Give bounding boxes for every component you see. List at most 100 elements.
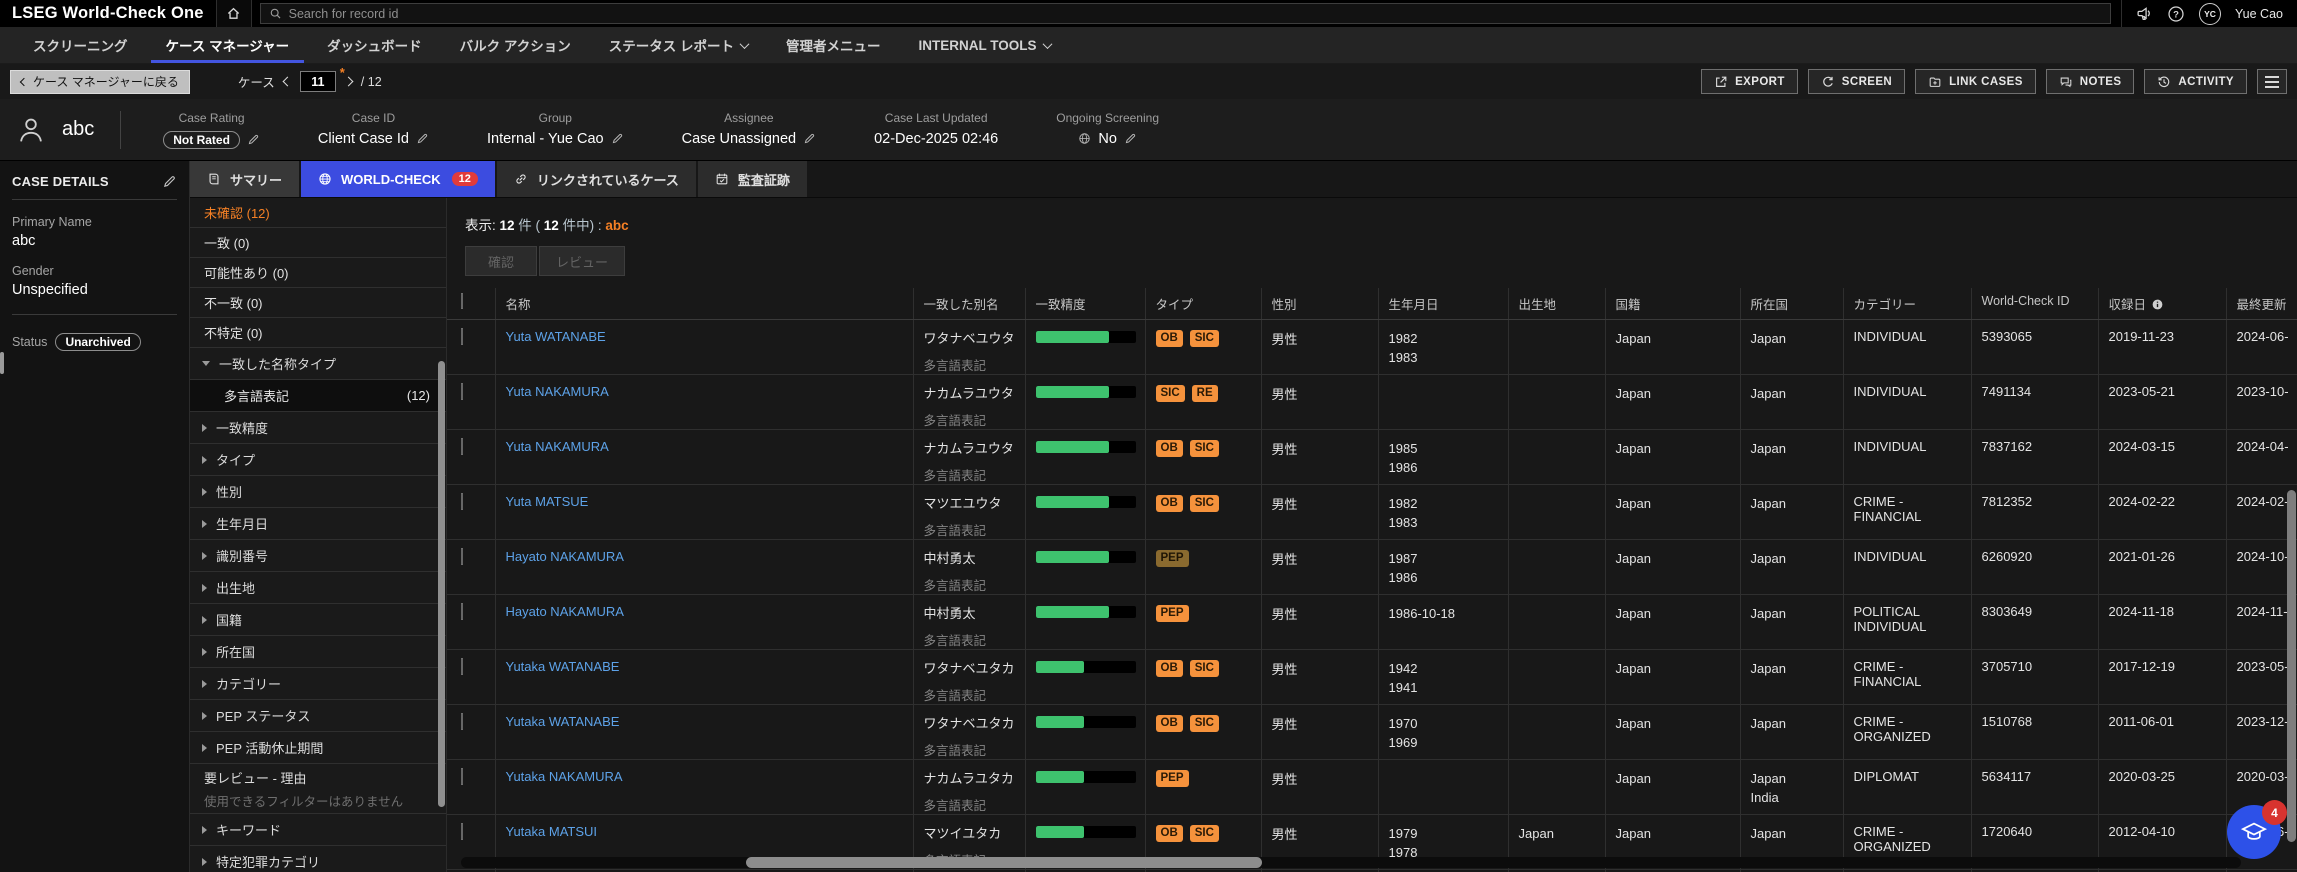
export-button[interactable]: EXPORT — [1701, 69, 1798, 94]
more-menu-button[interactable] — [2257, 69, 2287, 94]
column-header-label: タイプ — [1155, 298, 1194, 312]
global-search-box[interactable] — [259, 3, 2112, 24]
nav-item[interactable]: 管理者メニュー — [767, 27, 900, 63]
filter-group[interactable]: 出生地 — [190, 572, 446, 604]
tab-item[interactable]: 監査証跡 — [697, 161, 807, 197]
filter-group[interactable]: 一致した名称タイプ — [190, 348, 446, 380]
home-button[interactable] — [215, 0, 252, 27]
row-checkbox[interactable] — [461, 713, 463, 730]
cell-alias: ナカムラユウタ 多言語表記 — [912, 429, 1025, 485]
cell-updated: 2024-06- — [2225, 319, 2297, 375]
nav-item[interactable]: スクリーニング — [14, 27, 147, 63]
link-cases-button[interactable]: LINK CASES — [1915, 69, 2036, 94]
horizontal-scrollbar[interactable] — [461, 857, 2241, 868]
filter-child-item[interactable]: 多言語表記 (12) — [190, 380, 446, 412]
tab-item[interactable]: サマリー — [190, 161, 300, 197]
filter-group[interactable]: PEP ステータス — [190, 700, 446, 732]
filter-group[interactable]: キーワード — [190, 814, 446, 846]
filter-status-item[interactable]: 可能性あり (0) — [190, 258, 446, 288]
row-checkbox[interactable] — [461, 548, 463, 565]
caret-right-icon — [202, 743, 207, 752]
filter-group[interactable]: 特定犯罪カテゴリ — [190, 846, 446, 872]
vertical-scrollbar-thumb[interactable] — [2287, 490, 2296, 842]
row-checkbox[interactable] — [461, 383, 463, 400]
info-icon[interactable] — [2151, 298, 2164, 311]
notes-button[interactable]: NOTES — [2045, 69, 2135, 94]
record-name-link[interactable]: Yuta WATANABE — [505, 329, 606, 344]
filter-status-item[interactable]: 未確認 (12) — [190, 198, 446, 228]
row-checkbox[interactable] — [461, 658, 463, 675]
filter-group[interactable]: カテゴリー — [190, 668, 446, 700]
filter-group[interactable]: 性別 — [190, 476, 446, 508]
nav-item[interactable]: バルク アクション — [441, 27, 590, 63]
alias-subtitle: 多言語表記 — [923, 469, 987, 483]
left-panel-scrollbar-thumb[interactable] — [0, 352, 4, 374]
cell-gender: 男性 — [1260, 759, 1378, 815]
edit-pencil-icon[interactable] — [247, 133, 260, 146]
vertical-scrollbar[interactable] — [2287, 488, 2296, 870]
edit-pencil-icon[interactable] — [611, 132, 624, 145]
filter-status-item[interactable]: 不特定 (0) — [190, 318, 446, 348]
record-name-link[interactable]: Yutaka NAKAMURA — [505, 769, 623, 784]
column-header: カテゴリー — [1842, 288, 1971, 320]
filter-group[interactable]: PEP 活動休止期間 — [190, 732, 446, 764]
nav-item[interactable]: ステータス レポート — [590, 27, 767, 63]
row-checkbox[interactable] — [461, 823, 463, 840]
row-checkbox[interactable] — [461, 768, 463, 785]
edit-pencil-icon[interactable] — [1124, 132, 1137, 145]
row-checkbox[interactable] — [461, 603, 463, 620]
screen-button[interactable]: SCREEN — [1807, 69, 1906, 94]
tab-item[interactable]: リンクされているケース — [496, 161, 696, 197]
record-name-link[interactable]: Yutaka WATANABE — [505, 659, 620, 674]
nav-item[interactable]: ダッシュボード — [308, 27, 441, 63]
row-checkbox[interactable] — [461, 328, 463, 345]
filter-group[interactable]: 国籍 — [190, 604, 446, 636]
case-field-value: Client Case Id — [317, 130, 409, 147]
flag-badge: OB — [1155, 659, 1183, 677]
select-all-checkbox[interactable] — [461, 293, 463, 309]
edit-pencil-icon[interactable] — [416, 132, 429, 145]
filter-status-item[interactable]: 不一致 (0) — [190, 288, 446, 318]
case-number-input[interactable] — [299, 71, 336, 92]
filter-scrollbar-thumb[interactable] — [438, 361, 445, 807]
record-name-link[interactable]: Yutaka MATSUI — [505, 824, 598, 839]
record-name-link[interactable]: Yuta MATSUE — [505, 494, 589, 509]
activity-button[interactable]: ACTIVITY — [2144, 69, 2247, 94]
record-name-link[interactable]: Yuta NAKAMURA — [505, 439, 609, 454]
nav-item[interactable]: INTERNAL TOOLS — [899, 27, 1069, 63]
back-to-case-manager-button[interactable]: ケース マネージャーに戻る — [10, 69, 190, 94]
row-checkbox[interactable] — [461, 493, 463, 510]
confirm-button[interactable]: 確認 — [465, 246, 537, 276]
review-button[interactable]: レビュー — [539, 246, 626, 276]
horizontal-scrollbar-thumb[interactable] — [745, 857, 1262, 868]
column-header-label: World-Check ID — [1981, 294, 2070, 308]
alias-subtitle: 多言語表記 — [923, 689, 987, 703]
cell-match-strength — [1024, 869, 1145, 872]
filter-group[interactable]: タイプ — [190, 444, 446, 476]
filter-group[interactable]: 所在国 — [190, 636, 446, 668]
record-name-link[interactable]: Hayato NAKAMURA — [505, 604, 624, 619]
filter-group[interactable]: 生年月日 — [190, 508, 446, 540]
filter-group[interactable]: 一致精度 — [190, 412, 446, 444]
record-name-link[interactable]: Yuta NAKAMURA — [505, 384, 609, 399]
nav-item[interactable]: ケース マネージャー — [147, 27, 309, 63]
cell-updated: 2022-10- — [2225, 869, 2297, 872]
previous-case-button[interactable] — [282, 76, 293, 87]
learning-widget-button[interactable]: 4 — [2227, 800, 2287, 859]
search-input[interactable] — [288, 6, 2103, 21]
tab-world-check[interactable]: WORLD-CHECK 12 — [301, 161, 495, 197]
edit-pencil-icon[interactable] — [803, 132, 816, 145]
record-name-link[interactable]: Yutaka WATANABE — [505, 714, 620, 729]
filter-status-item[interactable]: 一致 (0) — [190, 228, 446, 258]
edit-pencil-icon[interactable] — [162, 174, 177, 189]
record-name-link[interactable]: Hayato NAKAMURA — [505, 549, 624, 564]
filter-group[interactable]: 要レビュー - 理由 使用できるフィルターはありません — [190, 764, 446, 814]
announcements-button[interactable] — [2136, 5, 2153, 22]
graduation-cap-icon — [2240, 818, 2268, 846]
case-field-label: Assignee — [724, 110, 774, 125]
cell-select — [447, 484, 495, 540]
row-checkbox[interactable] — [461, 438, 463, 455]
filter-group[interactable]: 識別番号 — [190, 540, 446, 572]
help-button[interactable]: ? — [2167, 5, 2185, 23]
avatar[interactable]: YC — [2199, 2, 2222, 25]
